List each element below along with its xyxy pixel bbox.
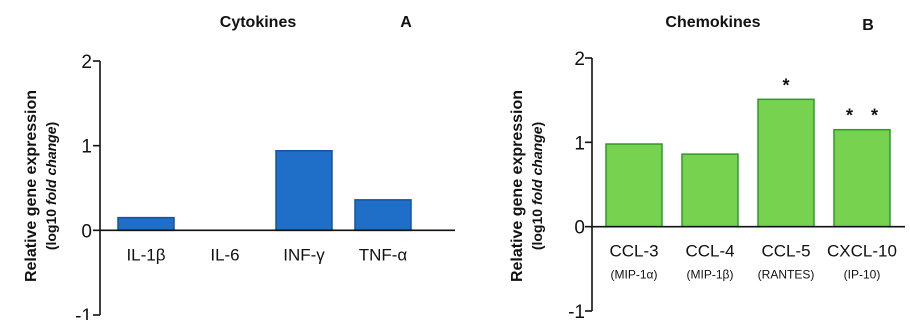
bar-il-1- — [117, 216, 175, 232]
y-tick-label: 0 — [574, 218, 585, 239]
bar-ccl-4 — [681, 153, 739, 228]
x-tick-label: CCL-5 — [761, 242, 810, 261]
x-tick-label: IL-6 — [210, 245, 239, 264]
x-tick-label: CXCL-10 — [827, 242, 897, 261]
y-axis-label-group: Relative gene expression — [23, 90, 40, 282]
panel-label: B — [862, 17, 874, 34]
y-tick-label: -1 — [568, 302, 585, 320]
y-axis-sublabel-group: (log10 fold change) — [43, 122, 59, 250]
y-axis-sublabel: (log10 fold change) — [529, 122, 545, 250]
bar-ccl-3 — [605, 143, 663, 228]
chart-title: Cytokines — [220, 14, 297, 31]
x-tick-label: INF-γ — [283, 245, 325, 264]
x-tick-label: IL-1β — [126, 245, 165, 264]
plot-area: CCL-3 (MIP-1α) CCL-4 (MIP-1β) * CCL-5 (RANTES)… — [568, 49, 905, 320]
y-tick-label: 2 — [81, 52, 92, 73]
x-tick-sublabel: (MIP-1β) — [687, 268, 734, 282]
x-tick-sublabel: (MIP-1α) — [611, 268, 658, 282]
x-tick-label: TNF-α — [359, 245, 408, 264]
y-tick-label: -1 — [75, 306, 92, 320]
chart-panel-chemokines: Chemokines B Relative gene expression (l… — [509, 14, 905, 320]
y-tick-label: 1 — [81, 137, 92, 158]
y-axis-sublabel-group: (log10 fold change) — [529, 122, 545, 250]
bar-tnf- — [354, 199, 412, 232]
bar-cxcl-10 — [833, 128, 891, 228]
x-tick-sublabel: (IP-10) — [844, 268, 881, 282]
y-axis-label-group: Relative gene expression — [509, 90, 526, 282]
bar-inf- — [275, 149, 333, 232]
bar-ccl-5 — [757, 98, 815, 228]
y-axis-sublabel: (log10 fold change) — [43, 122, 59, 250]
chart-panel-cytokines: Cytokines A Relative gene expression (lo… — [23, 14, 455, 320]
x-tick-sublabel: (RANTES) — [758, 268, 815, 282]
significance-marker: * — [782, 75, 789, 95]
chart-title: Chemokines — [665, 14, 760, 31]
y-tick-label: 0 — [81, 221, 92, 242]
y-axis-label: Relative gene expression — [23, 90, 40, 282]
panel-label: A — [400, 14, 412, 31]
y-axis-label: Relative gene expression — [509, 90, 526, 282]
significance-marker: * * — [846, 106, 878, 126]
x-tick-label: CCL-4 — [685, 242, 734, 261]
plot-area: IL-1β IL-6 INF-γ TNF-α -1 0 1 2 — [75, 52, 455, 320]
x-tick-label: CCL-3 — [609, 242, 658, 261]
y-tick-label: 2 — [574, 49, 585, 70]
y-tick-label: 1 — [574, 133, 585, 154]
